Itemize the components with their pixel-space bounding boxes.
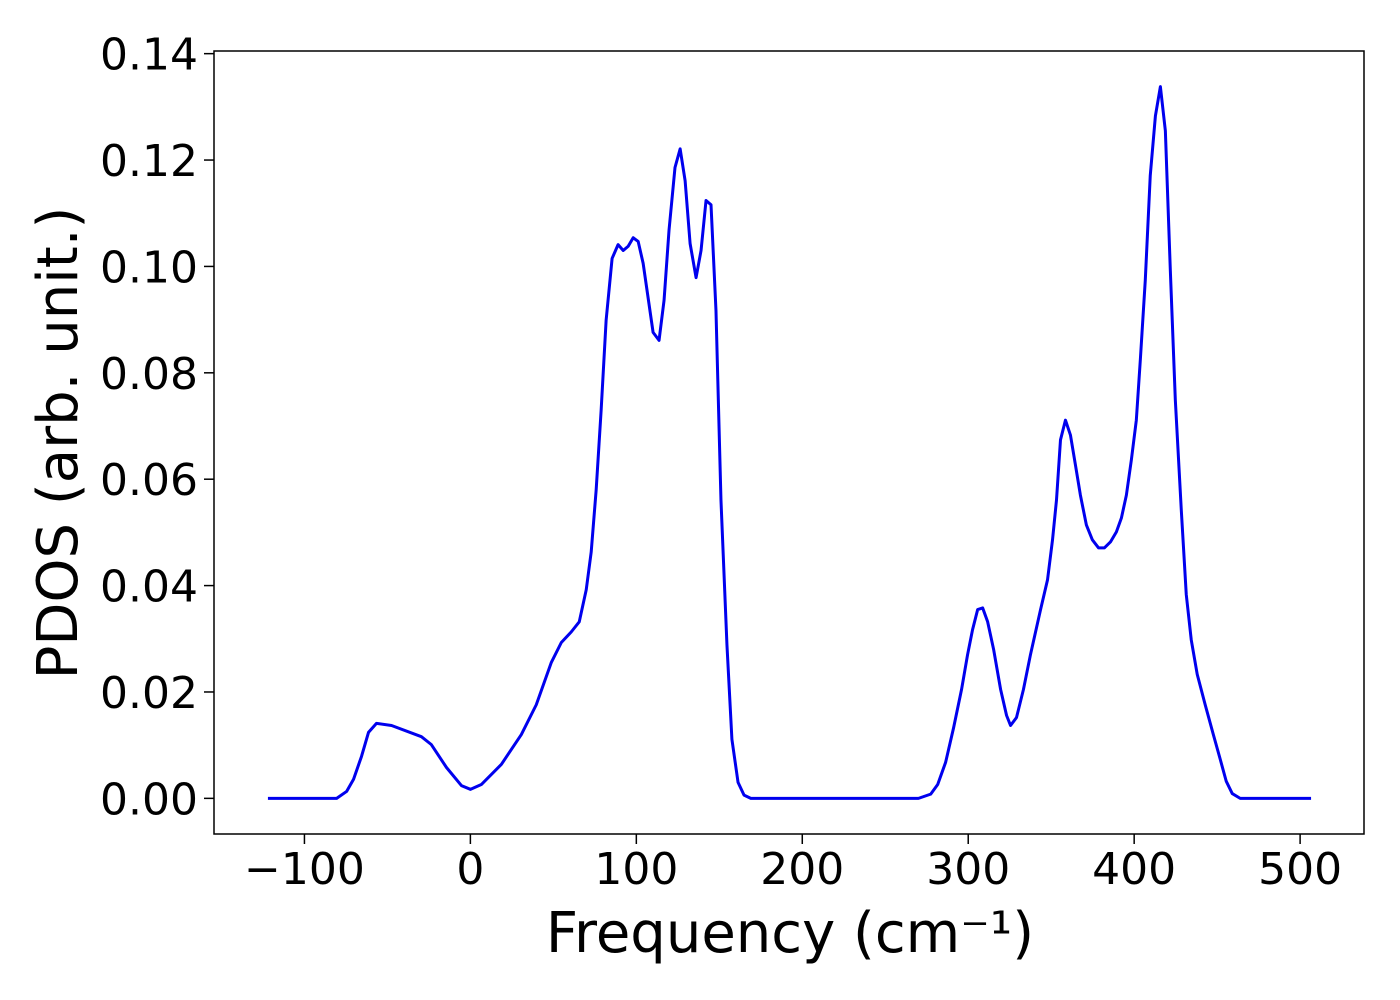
x-tick-label: 200 bbox=[760, 844, 844, 895]
y-tick-label: 0.08 bbox=[100, 349, 198, 400]
x-tick-label: 100 bbox=[594, 844, 678, 895]
x-tick-label: −100 bbox=[244, 844, 365, 895]
x-tick-label: 400 bbox=[1092, 844, 1176, 895]
x-axis-label: Frequency (cm⁻¹) bbox=[546, 901, 1034, 966]
y-tick-label: 0.04 bbox=[100, 562, 198, 613]
x-tick-label: 0 bbox=[456, 844, 484, 895]
line bbox=[267, 85, 1312, 800]
y-tick-label: 0.06 bbox=[100, 455, 198, 506]
x-tick-label: 500 bbox=[1258, 844, 1342, 895]
y-tick-label: 0.14 bbox=[100, 30, 198, 81]
x-tick-label: 300 bbox=[926, 844, 1010, 895]
y-tick-label: 0.00 bbox=[100, 774, 198, 825]
y-tick-label: 0.02 bbox=[100, 668, 198, 719]
plot-frame bbox=[213, 50, 1365, 835]
y-axis-label: PDOS (arb. unit.) bbox=[26, 207, 91, 680]
y-tick-label: 0.12 bbox=[100, 136, 198, 187]
y-tick-label: 0.10 bbox=[100, 242, 198, 293]
